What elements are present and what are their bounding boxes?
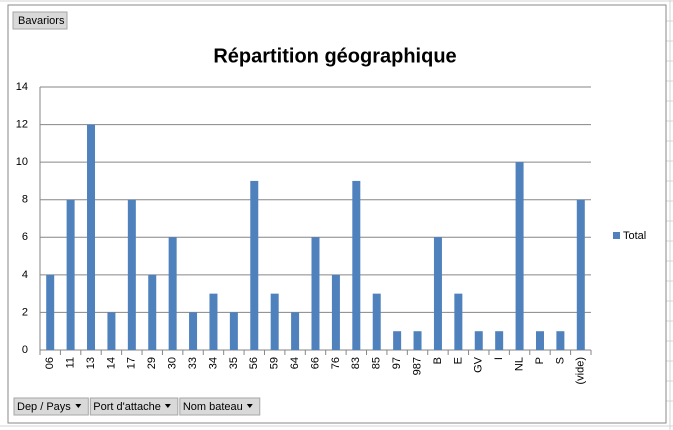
bar [209, 293, 218, 350]
bar [556, 331, 565, 350]
bar [66, 199, 75, 350]
x-tick-label: 17 [126, 357, 138, 369]
y-tick-label: 4 [22, 269, 28, 281]
field-button[interactable] [89, 397, 179, 416]
bar [474, 331, 483, 350]
x-tick-label: 06 [44, 357, 56, 369]
bar [148, 274, 157, 350]
bar [393, 331, 402, 350]
bar [413, 331, 422, 350]
field-label: Nom bateau [183, 401, 243, 413]
filter-button[interactable] [12, 11, 68, 30]
x-tick-label: 987 [411, 357, 423, 375]
bar [107, 312, 116, 350]
x-tick-label: P [534, 357, 546, 364]
filter-label: Bavariors [18, 15, 65, 27]
x-tick-label: 34 [207, 357, 219, 369]
y-tick-label: 2 [22, 306, 28, 318]
y-tick-label: 0 [22, 344, 28, 356]
legend-swatch [613, 232, 620, 239]
y-tick-label: 14 [16, 81, 28, 93]
x-tick-label: 59 [269, 357, 281, 369]
dropdown-arrow [246, 404, 253, 408]
x-tick-label: 85 [371, 357, 383, 369]
x-tick-label: 97 [391, 357, 403, 369]
x-tick-label: S [554, 357, 566, 364]
field-label: Dep / Pays [17, 401, 71, 413]
x-tick-label: 13 [85, 357, 97, 369]
bar [87, 124, 96, 350]
chart-area [7, 4, 667, 424]
x-tick-label: (vide) [575, 357, 587, 385]
bar [311, 237, 320, 350]
x-tick-label: 33 [187, 357, 199, 369]
x-tick-label: 76 [330, 357, 342, 369]
field-button[interactable] [179, 397, 261, 416]
x-tick-label: 83 [350, 357, 362, 369]
dropdown-arrow [75, 404, 82, 408]
x-tick-label: 35 [228, 357, 240, 369]
bar [454, 293, 463, 350]
legend-label: Total [623, 230, 646, 242]
bar [291, 312, 300, 350]
x-tick-label: 30 [167, 357, 179, 369]
x-tick-label: B [432, 357, 444, 364]
x-tick-label: E [452, 357, 464, 364]
chart-title: Répartition géographique [213, 45, 456, 67]
bar [250, 180, 259, 350]
bar [331, 274, 340, 350]
x-tick-label: 29 [146, 357, 158, 369]
x-tick-label: 11 [65, 357, 77, 368]
x-tick-label: 66 [309, 357, 321, 369]
bar [433, 237, 442, 350]
bar [189, 312, 198, 350]
y-tick-label: 10 [16, 156, 28, 168]
bar [372, 293, 381, 350]
bar [515, 162, 524, 350]
bar [229, 312, 238, 350]
bar [576, 199, 585, 350]
bar [352, 180, 361, 350]
dropdown-arrow [164, 404, 171, 408]
x-tick-label: NL [513, 357, 525, 371]
bar [270, 293, 279, 350]
bar [46, 274, 55, 350]
field-label: Port d'attache [93, 401, 161, 413]
y-tick-label: 8 [22, 194, 28, 206]
bar [495, 331, 504, 350]
x-tick-label: 56 [248, 357, 260, 369]
bar [535, 331, 544, 350]
y-tick-label: 6 [22, 231, 28, 243]
x-tick-label: GV [473, 356, 485, 373]
x-tick-label: 14 [105, 357, 117, 369]
field-button[interactable] [13, 397, 89, 416]
bar [168, 237, 177, 350]
bar [127, 199, 136, 350]
x-tick-label: I [493, 357, 505, 360]
y-tick-label: 12 [16, 118, 28, 130]
x-tick-label: 64 [289, 357, 301, 369]
